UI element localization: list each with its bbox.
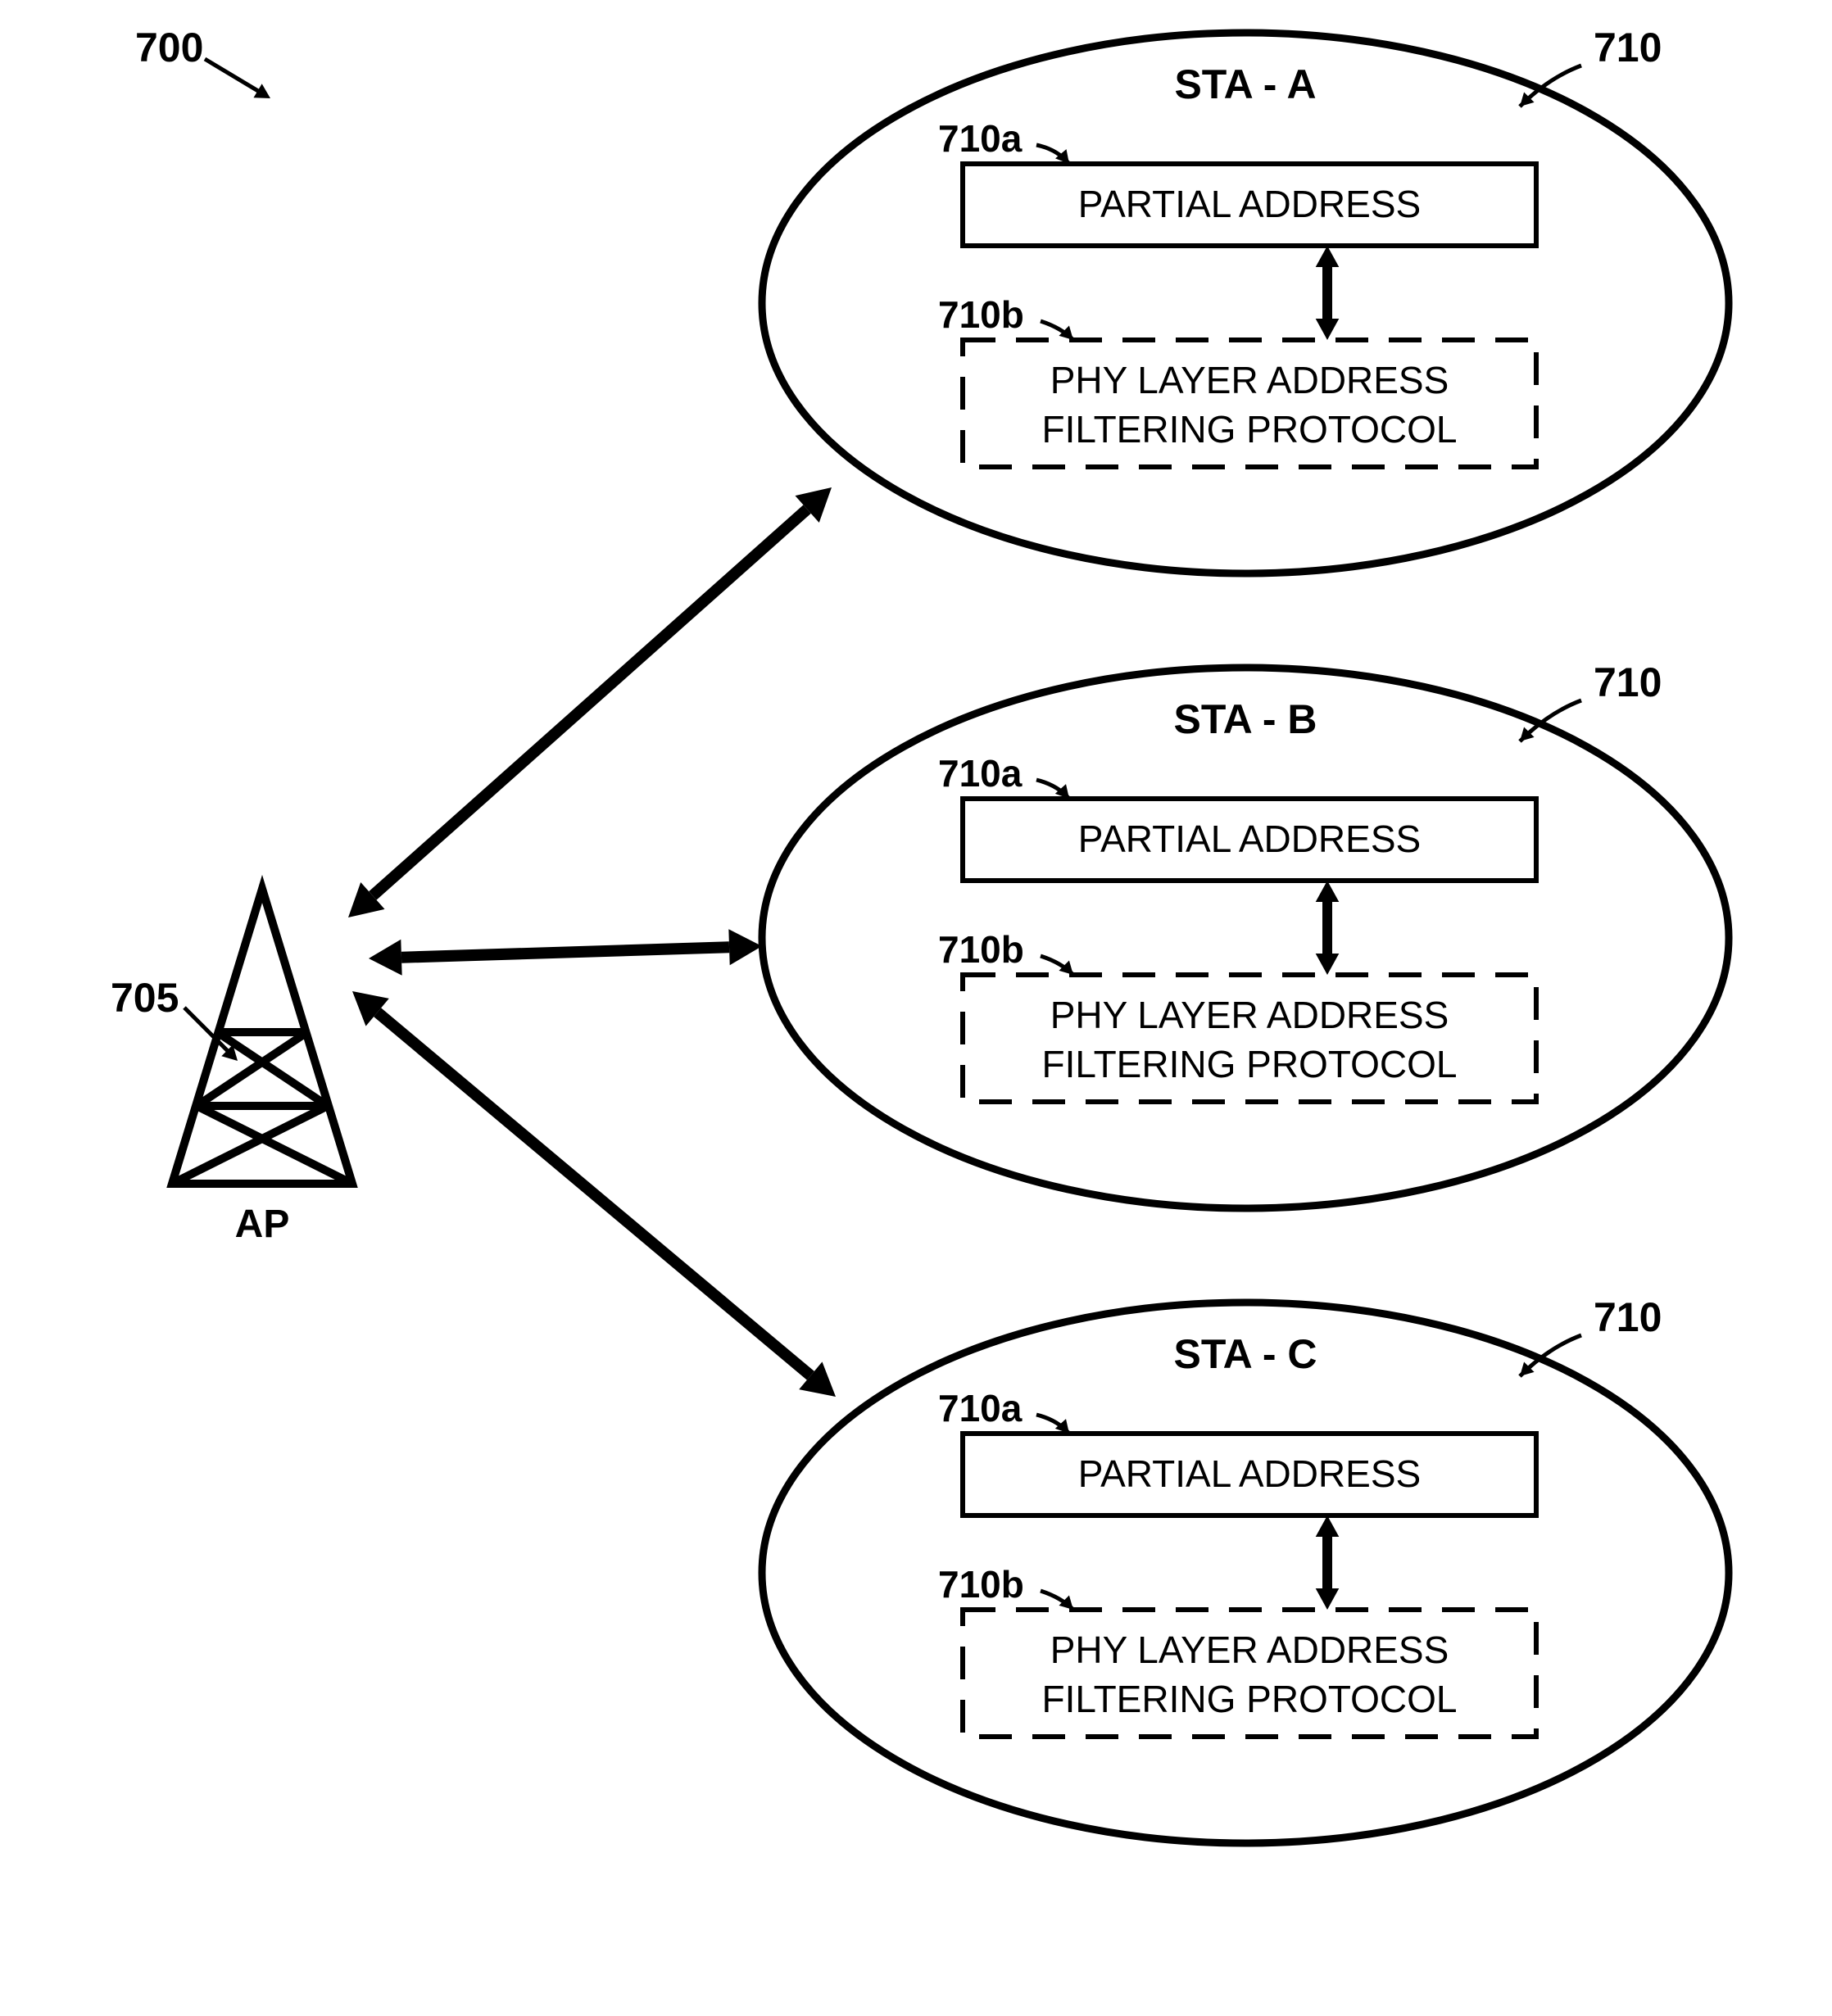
diagram-canvas: 700 AP 705 STA - A 710 PARTIAL ADDRESS 710a PHY… (0, 0, 1832, 2016)
box-a-ref-label: 710a (938, 1387, 1023, 1429)
partial-address-text: PARTIAL ADDRESS (1078, 818, 1421, 860)
figure-ref-label: 700 (135, 25, 203, 70)
box-b-ref-label: 710b (938, 293, 1024, 336)
double-arrow (1316, 881, 1340, 975)
station-title: STA - A (1174, 61, 1316, 107)
double-arrow (1316, 1515, 1340, 1610)
leader-arrow (1036, 780, 1069, 799)
station-title: STA - C (1174, 1331, 1317, 1377)
box-a-ref-label: 710a (938, 752, 1023, 795)
leader-arrow (1036, 145, 1069, 164)
phy-filter-text-2: FILTERING PROTOCOL (1042, 408, 1458, 451)
ap-ref-label: 705 (111, 975, 179, 1021)
phy-filter-text-1: PHY LAYER ADDRESS (1050, 994, 1449, 1036)
station-ref-label: 710 (1594, 1294, 1662, 1340)
leader-arrow (1036, 1415, 1069, 1434)
double-arrow (1316, 246, 1340, 340)
phy-filter-text-2: FILTERING PROTOCOL (1042, 1043, 1458, 1085)
station-ellipse (762, 33, 1729, 573)
leader-arrow (1041, 321, 1073, 340)
box-b-ref-label: 710b (938, 928, 1024, 971)
box-a-ref-label: 710a (938, 117, 1023, 160)
partial-address-text: PARTIAL ADDRESS (1078, 183, 1421, 225)
leader-arrow (1041, 1591, 1073, 1610)
station-ellipse (762, 668, 1729, 1208)
phy-filter-text-1: PHY LAYER ADDRESS (1050, 1629, 1449, 1671)
double-arrow (352, 991, 836, 1397)
station-ellipse (762, 1302, 1729, 1843)
access-point (172, 889, 352, 1184)
box-b-ref-label: 710b (938, 1563, 1024, 1606)
double-arrow (369, 929, 762, 975)
partial-address-text: PARTIAL ADDRESS (1078, 1452, 1421, 1495)
sta-c (762, 1302, 1729, 1843)
station-ref-label: 710 (1594, 25, 1662, 70)
station-ref-label: 710 (1594, 659, 1662, 705)
leader-arrow (205, 59, 270, 98)
ap-label: AP (235, 1203, 290, 1246)
phy-filter-text-1: PHY LAYER ADDRESS (1050, 359, 1449, 401)
sta-a (762, 33, 1729, 573)
sta-b (762, 668, 1729, 1208)
leader-arrow (1041, 956, 1073, 975)
phy-filter-text-2: FILTERING PROTOCOL (1042, 1678, 1458, 1720)
station-title: STA - B (1174, 696, 1317, 742)
double-arrow (348, 487, 832, 917)
